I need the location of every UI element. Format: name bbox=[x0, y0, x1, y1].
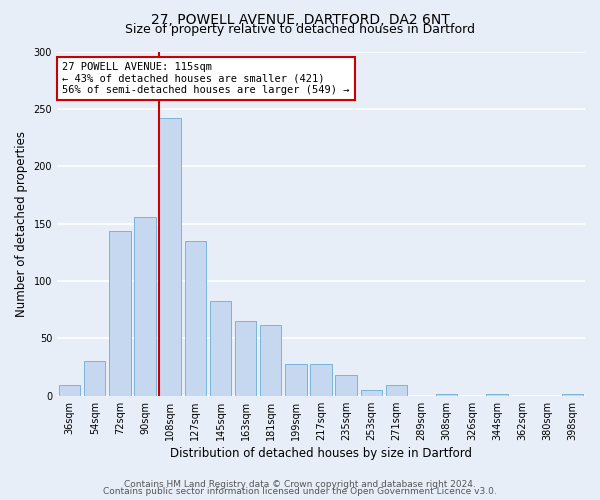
Bar bbox=[235, 321, 256, 396]
Text: Contains HM Land Registry data © Crown copyright and database right 2024.: Contains HM Land Registry data © Crown c… bbox=[124, 480, 476, 489]
Bar bbox=[436, 394, 457, 396]
Text: Contains public sector information licensed under the Open Government Licence v3: Contains public sector information licen… bbox=[103, 487, 497, 496]
Bar bbox=[487, 394, 508, 396]
Bar bbox=[185, 241, 206, 396]
Bar bbox=[84, 362, 106, 396]
Text: 27 POWELL AVENUE: 115sqm
← 43% of detached houses are smaller (421)
56% of semi-: 27 POWELL AVENUE: 115sqm ← 43% of detach… bbox=[62, 62, 350, 95]
Bar bbox=[210, 300, 231, 396]
Bar bbox=[160, 118, 181, 396]
Text: 27, POWELL AVENUE, DARTFORD, DA2 6NT: 27, POWELL AVENUE, DARTFORD, DA2 6NT bbox=[151, 12, 449, 26]
Bar bbox=[109, 230, 131, 396]
Bar bbox=[134, 217, 156, 396]
Bar bbox=[562, 394, 583, 396]
Bar bbox=[310, 364, 332, 396]
Bar bbox=[335, 375, 357, 396]
Bar bbox=[386, 386, 407, 396]
Bar bbox=[59, 386, 80, 396]
Bar bbox=[285, 364, 307, 396]
Y-axis label: Number of detached properties: Number of detached properties bbox=[15, 130, 28, 316]
Text: Size of property relative to detached houses in Dartford: Size of property relative to detached ho… bbox=[125, 22, 475, 36]
Bar bbox=[260, 324, 281, 396]
X-axis label: Distribution of detached houses by size in Dartford: Distribution of detached houses by size … bbox=[170, 447, 472, 460]
Bar bbox=[361, 390, 382, 396]
